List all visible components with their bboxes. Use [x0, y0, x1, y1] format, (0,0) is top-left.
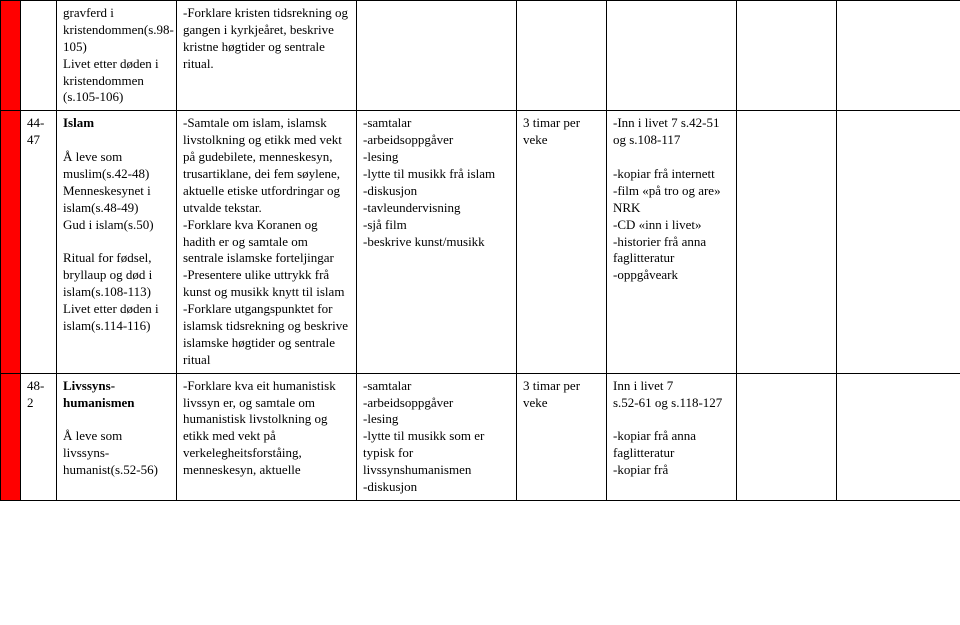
red-marker-cell: [1, 1, 21, 111]
extra-cell-1: [737, 111, 837, 373]
extra-cell-2: [837, 1, 960, 111]
methods-cell: [357, 1, 517, 111]
resources-cell: -Inn i livet 7 s.42-51 og s.108-117 -kop…: [607, 111, 737, 373]
extra-cell-2: [837, 111, 960, 373]
extra-cell-2: [837, 373, 960, 500]
extra-cell-1: [737, 1, 837, 111]
resources-cell: [607, 1, 737, 111]
weeks-cell: 44-47: [21, 111, 57, 373]
time-cell: [517, 1, 607, 111]
topic-title: Livssyns-humanismen: [63, 378, 135, 410]
red-marker-cell: [1, 373, 21, 500]
weeks-cell: [21, 1, 57, 111]
goals-cell: -Samtale om islam, islamsk livstolkning …: [177, 111, 357, 373]
topic-title: Islam: [63, 115, 94, 130]
table-row: 44-47 Islam Å leve som muslim(s.42-48) M…: [1, 111, 960, 373]
goals-cell: -Forklare kristen tidsrekning og gangen …: [177, 1, 357, 111]
time-cell: 3 timar per veke: [517, 373, 607, 500]
table-row: gravferd i kristendommen(s.98-105) Livet…: [1, 1, 960, 111]
time-cell: 3 timar per veke: [517, 111, 607, 373]
methods-cell: -samtalar -arbeidsoppgåver -lesing -lytt…: [357, 373, 517, 500]
curriculum-table: gravferd i kristendommen(s.98-105) Livet…: [0, 0, 960, 501]
extra-cell-1: [737, 373, 837, 500]
goals-cell: -Forklare kva eit humanistisk livssyn er…: [177, 373, 357, 500]
resources-cell: Inn i livet 7 s.52-61 og s.118-127 -kopi…: [607, 373, 737, 500]
topic-body: Å leve som livssyns-humanist(s.52-56): [63, 428, 158, 477]
weeks-cell: 48-2: [21, 373, 57, 500]
red-marker-cell: [1, 111, 21, 373]
topic-cell: Islam Å leve som muslim(s.42-48) Mennesk…: [57, 111, 177, 373]
topic-cell: Livssyns-humanismen Å leve som livssyns-…: [57, 373, 177, 500]
methods-cell: -samtalar -arbeidsoppgåver -lesing -lytt…: [357, 111, 517, 373]
topic-body: Å leve som muslim(s.42-48) Menneskesynet…: [63, 149, 159, 333]
table-row: 48-2 Livssyns-humanismen Å leve som livs…: [1, 373, 960, 500]
topic-cell: gravferd i kristendommen(s.98-105) Livet…: [57, 1, 177, 111]
